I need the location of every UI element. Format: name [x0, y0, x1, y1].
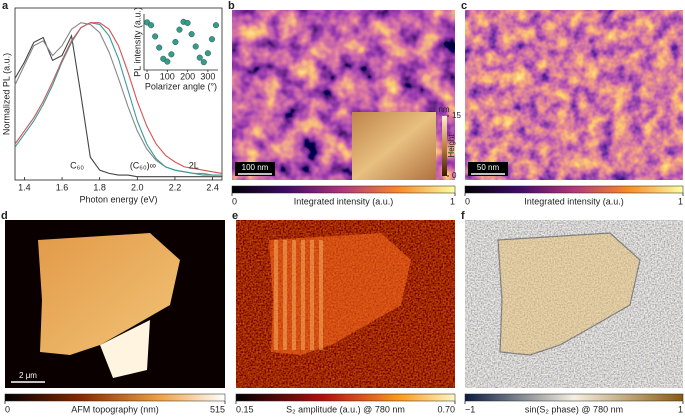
scalebar-label: 100 nm [242, 163, 269, 172]
amp-fringe [319, 240, 323, 350]
inset-point [188, 31, 195, 38]
inset-y-label: PL intensity (a.u.) [132, 7, 142, 77]
afm-inset [352, 112, 436, 180]
inset-axes [143, 14, 218, 71]
colorbar-tick-label: 0.15 [236, 404, 254, 414]
colorbar-label: Integrated intensity (a.u.) [294, 196, 394, 206]
panel-label: e [232, 210, 238, 222]
x-tick-label: 2.0 [131, 182, 144, 192]
inset-point [172, 38, 179, 46]
x-tick-label: 2.4 [206, 182, 219, 192]
inset-unit: nm [438, 105, 449, 114]
inset-point [208, 36, 215, 43]
inset-x-tick-label: 200 [180, 71, 195, 81]
inset-x-tick-label: 100 [160, 71, 175, 81]
panel-label: d [1, 210, 8, 222]
annotation: 2L [189, 160, 199, 170]
colorbar-tick-label: 1 [450, 196, 455, 206]
colorbar-label: Integrated intensity (a.u.) [524, 196, 624, 206]
annotation: C₆₀ [70, 160, 84, 170]
annotation: (C₆₀)∞ [130, 160, 156, 170]
colorbar-tick-label: 515 [210, 404, 225, 414]
inset-point [196, 54, 203, 61]
scalebar-label: 50 nm [477, 163, 500, 172]
colorbar-label: S₂ amplitude (a.u.) @ 780 nm [286, 404, 405, 414]
amp-fringe [310, 240, 314, 350]
inset-point [192, 43, 199, 50]
inset-point [148, 22, 155, 29]
colorbar [464, 185, 684, 194]
amp-fringe [274, 240, 278, 350]
scalebar-box [235, 162, 275, 176]
inset-x-tick-label: 300 [200, 71, 215, 81]
inset-point [168, 51, 175, 58]
phase-flake [497, 232, 641, 356]
x-tick-label: 1.4 [18, 182, 31, 192]
colorbar [464, 393, 684, 402]
inset-point [200, 59, 207, 66]
afm-flake [38, 233, 180, 355]
amp-fringe [301, 240, 305, 350]
amp-fringe [292, 240, 296, 350]
colorbar-label: AFM topography (nm) [71, 404, 159, 414]
panel-label: a [2, 0, 9, 12]
colorbar-tick-label: 0 [232, 196, 237, 206]
inset-x-label: Polarizer angle (°) [145, 81, 217, 91]
x-tick-label: 1.6 [56, 182, 69, 192]
inset-point [176, 26, 183, 33]
inset-bar [442, 116, 447, 176]
colorbar [235, 393, 456, 402]
colorbar-tick-label: −1 [465, 404, 475, 414]
amp-fringe [283, 240, 287, 350]
colorbar-label: sin(S₂ phase) @ 780 nm [525, 404, 623, 414]
panel-label: b [228, 0, 235, 12]
colorbar-tick-label: 0 [5, 404, 10, 414]
inset-point [212, 22, 220, 29]
pl-map [465, 10, 683, 180]
inset-point [156, 44, 163, 51]
y-axis-label: Normalized PL (a.u.) [1, 53, 11, 135]
panel-label: c [461, 0, 467, 12]
pl-line [14, 22, 222, 176]
amp-flake [269, 233, 411, 355]
plot-frame [14, 7, 223, 181]
scalebar-box [468, 162, 508, 176]
x-axis-label: Photon energy (eV) [79, 194, 157, 204]
afm-bilayer [100, 320, 150, 378]
panel-label: f [461, 210, 465, 222]
inset-point [152, 33, 159, 40]
inset-x-tick-label: 0 [145, 71, 150, 81]
pl-line [14, 33, 222, 178]
inset-point [204, 50, 211, 57]
colorbar-tick-label: 0 [465, 196, 470, 206]
x-tick-label: 1.8 [93, 182, 106, 192]
inset-tick-label: 0 [452, 171, 457, 180]
inset-label: Height [447, 134, 456, 158]
colorbar-tick-label: 0.70 [437, 404, 455, 414]
inset-point [184, 19, 191, 27]
colorbar [231, 185, 456, 194]
inset-tick-label: 15 [452, 111, 461, 120]
x-tick-label: 2.2 [169, 182, 182, 192]
colorbar-tick-label: 1 [678, 404, 683, 414]
colorbar-tick-label: 1 [678, 196, 683, 206]
pl-line [14, 22, 223, 174]
colorbar [4, 393, 226, 402]
scalebar-label: 2 μm [19, 371, 37, 380]
inset-point [164, 58, 171, 65]
